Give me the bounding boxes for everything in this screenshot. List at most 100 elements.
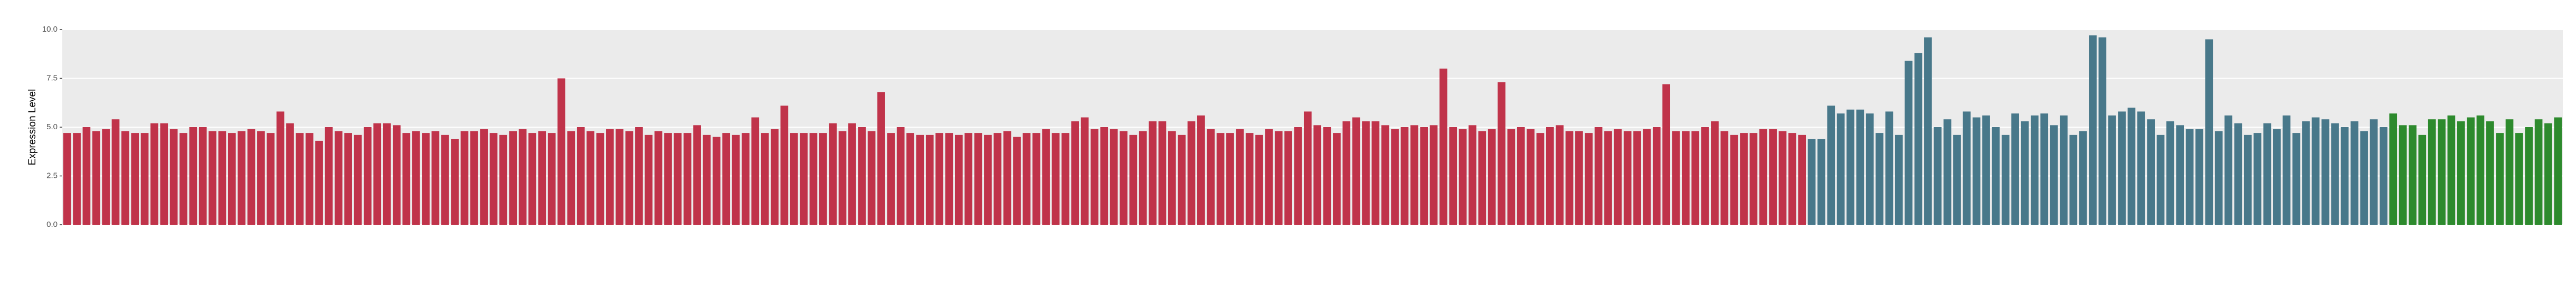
bar xyxy=(664,133,672,225)
bar xyxy=(1740,133,1748,225)
y-tick-label: 2.5 xyxy=(46,171,58,180)
bar xyxy=(984,135,992,225)
bar xyxy=(1536,133,1545,225)
bar xyxy=(73,133,81,225)
bar xyxy=(2147,119,2155,225)
bar xyxy=(867,131,876,225)
bar xyxy=(2476,115,2485,225)
bar xyxy=(305,133,314,225)
bar xyxy=(1527,129,1535,225)
bar xyxy=(1245,133,1254,225)
bar xyxy=(1410,125,1418,225)
bar xyxy=(1003,131,1011,225)
bar xyxy=(2379,127,2388,225)
bar xyxy=(470,131,478,225)
bar xyxy=(896,127,905,225)
bar xyxy=(2031,115,2039,225)
y-tick-label: 5.0 xyxy=(46,122,58,131)
bar xyxy=(1313,125,1322,225)
bar xyxy=(1362,121,1370,225)
bar xyxy=(2370,119,2378,225)
bar xyxy=(1856,109,1864,225)
bar xyxy=(1876,133,1883,225)
bar xyxy=(1730,135,1738,225)
bar xyxy=(1352,117,1360,225)
bar xyxy=(121,131,129,225)
bar xyxy=(2438,119,2446,225)
bar xyxy=(1885,111,1893,225)
bar xyxy=(1032,133,1040,225)
bar xyxy=(344,133,352,225)
bar xyxy=(712,137,721,225)
bar xyxy=(160,123,168,225)
bar xyxy=(2399,125,2407,225)
bar xyxy=(596,133,604,225)
bar xyxy=(2292,133,2300,225)
bar xyxy=(1216,133,1225,225)
bar xyxy=(790,133,798,225)
bar xyxy=(954,135,963,225)
bar xyxy=(2467,117,2475,225)
bar xyxy=(751,117,760,225)
bar xyxy=(1972,117,1981,225)
bar xyxy=(606,129,614,225)
bar xyxy=(1633,131,1641,225)
bar xyxy=(2156,135,2165,225)
bar xyxy=(1507,129,1516,225)
bar xyxy=(63,133,71,225)
bar xyxy=(2263,123,2271,225)
bar xyxy=(1711,121,1719,225)
bar xyxy=(2544,123,2552,225)
bar xyxy=(1197,115,1205,225)
bar xyxy=(1701,127,1709,225)
bar xyxy=(1168,131,1176,225)
bar xyxy=(257,131,265,225)
bar xyxy=(2360,131,2368,225)
y-tick-label: 7.5 xyxy=(46,73,58,82)
bar xyxy=(334,131,343,225)
bar xyxy=(1769,129,1777,225)
bar xyxy=(703,135,711,225)
bar xyxy=(906,133,914,225)
bar xyxy=(102,129,110,225)
bar xyxy=(771,129,779,225)
bar xyxy=(1759,129,1767,225)
bar xyxy=(1333,133,1341,225)
bar xyxy=(489,133,498,225)
bar xyxy=(111,119,120,225)
bar xyxy=(393,125,401,225)
bar xyxy=(1139,131,1147,225)
bar xyxy=(1963,111,1971,225)
bar xyxy=(2283,115,2291,225)
bar xyxy=(373,123,382,225)
bar xyxy=(2389,113,2398,225)
bar xyxy=(1178,135,1186,225)
bar xyxy=(547,133,556,225)
bar xyxy=(761,133,769,225)
bar xyxy=(654,131,662,225)
bar xyxy=(567,131,575,225)
bar xyxy=(412,131,420,225)
bar xyxy=(1323,127,1331,225)
bar xyxy=(1662,84,1671,225)
bar xyxy=(1110,129,1118,225)
bar xyxy=(1556,125,1564,225)
bar xyxy=(2214,131,2223,225)
bar xyxy=(2447,115,2456,225)
bar xyxy=(179,133,187,225)
bar xyxy=(2089,35,2097,225)
bar xyxy=(2118,111,2126,225)
bar xyxy=(2166,121,2174,225)
bar xyxy=(935,133,943,225)
bar xyxy=(615,129,624,225)
bar xyxy=(1187,121,1196,225)
bar xyxy=(2312,117,2320,225)
bar xyxy=(1943,119,1952,225)
bar xyxy=(1992,127,2000,225)
bar xyxy=(925,135,934,225)
bar xyxy=(2505,119,2514,225)
bar xyxy=(1798,135,1806,225)
bar xyxy=(1817,139,1825,225)
bar xyxy=(2195,129,2203,225)
